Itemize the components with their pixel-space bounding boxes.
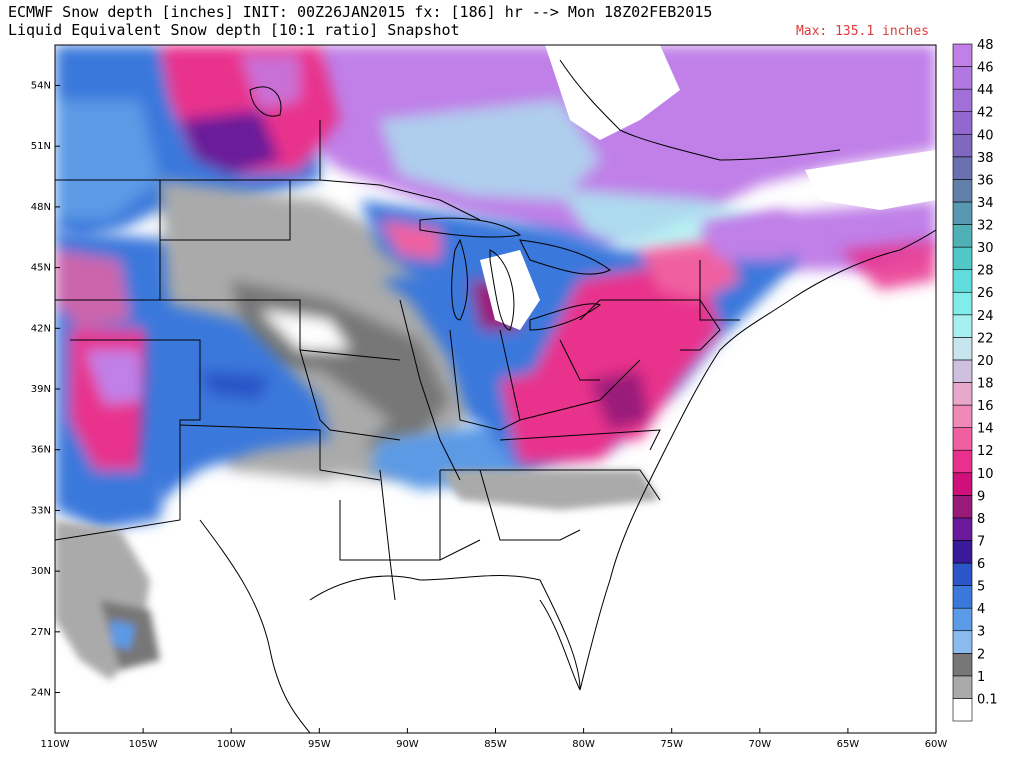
colorbar-swatch [952, 630, 973, 654]
colorbar-level-label: 20 [977, 354, 994, 369]
lat-tick-label: 36N [31, 445, 51, 456]
colorbar-level-label: 7 [977, 534, 985, 549]
colorbar-swatch [952, 607, 973, 632]
colorbar-level-label: 9 [977, 489, 985, 504]
longitude-ticks: 110W 105W 100W 95W 90W 85W 80W 75W 70W 65W 60W [41, 728, 948, 750]
colorbar-level-label: 48 [977, 38, 994, 53]
colorbar-level-label: 30 [977, 241, 994, 256]
lat-tick-label: 24N [31, 688, 51, 699]
colorbar-swatch [952, 43, 973, 67]
colorbar-level-label: 34 [977, 196, 994, 211]
lon-tick-label: 85W [484, 739, 507, 750]
latitude-ticks: 54N 51N 48N 45N 42N 39N 36N 33N 30N 27N 24N [31, 80, 60, 699]
colorbar-level-label: 42 [977, 106, 994, 121]
open-water-areas [480, 45, 936, 330]
lat-tick-label: 48N [31, 202, 51, 213]
lon-tick-label: 75W [660, 739, 683, 750]
colorbar-swatch [952, 156, 973, 180]
lat-tick-label: 27N [31, 627, 51, 638]
colorbar-swatch [952, 66, 973, 90]
colorbar-level-label: 3 [977, 625, 985, 640]
colorbar-swatch [952, 495, 973, 519]
colorbar-swatch [952, 291, 973, 316]
colorbar-level-label: 36 [977, 173, 994, 188]
max-value-label: Max: 135.1 inches [795, 24, 929, 39]
colorbar-swatch [952, 562, 973, 586]
lon-tick-label: 110W [41, 739, 70, 750]
lat-tick-label: 33N [31, 505, 51, 516]
lon-tick-label: 80W [572, 739, 595, 750]
colorbar-swatch [952, 133, 973, 158]
boundary-lines [55, 120, 740, 601]
colorbar-level-label: 28 [977, 264, 994, 279]
colorbar-swatch [952, 201, 973, 225]
colorbar-level-label: 32 [977, 219, 994, 234]
colorbar-level-label: 44 [977, 83, 994, 98]
southwest-shallow-snow-field [55, 470, 660, 680]
lat-tick-label: 30N [31, 566, 51, 577]
colorbar-level-label: 26 [977, 286, 994, 301]
colorbar-level-label: 6 [977, 557, 985, 572]
colorbar-swatch [952, 359, 973, 383]
colorbar-swatch [952, 449, 973, 474]
colorbar-level-label: 2 [977, 647, 985, 662]
colorbar-swatch [952, 337, 973, 361]
colorbar-level-label: 38 [977, 151, 994, 166]
colorbar-swatch [952, 88, 973, 112]
colorbar-level-label: 1 [977, 670, 985, 685]
colorbar-swatch [952, 427, 973, 451]
lon-tick-label: 65W [837, 739, 860, 750]
colorbar-level-label: 12 [977, 444, 994, 459]
lon-tick-label: 105W [129, 739, 158, 750]
lon-tick-label: 100W [217, 739, 246, 750]
colorbar-level-label: 22 [977, 331, 994, 346]
colorbar-swatch [952, 382, 973, 406]
colorbar-level-label: 24 [977, 309, 994, 324]
lat-tick-label: 42N [31, 323, 51, 334]
colorbar-level-label: 46 [977, 61, 994, 76]
colorbar-level-label: 5 [977, 580, 985, 595]
colorbar-swatch [952, 246, 973, 270]
lat-tick-label: 54N [31, 80, 51, 91]
colorbar: 0.11234567891012141618202224262830323436… [952, 38, 998, 722]
chart-subtitle: Liquid Equivalent Snow depth [10:1 ratio… [8, 21, 460, 39]
colorbar-swatch [952, 111, 973, 135]
colorbar-swatch [952, 224, 973, 248]
colorbar-swatch [952, 179, 973, 203]
snow-fields [55, 45, 936, 680]
colorbar-swatch [952, 314, 973, 338]
colorbar-swatch [952, 585, 973, 609]
coastlines [199, 59, 936, 733]
colorbar-swatch [952, 675, 973, 699]
lon-tick-label: 60W [925, 739, 948, 750]
lon-tick-label: 70W [748, 739, 771, 750]
colorbar-swatch [952, 698, 973, 722]
colorbar-level-label: 40 [977, 128, 994, 143]
colorbar-level-label: 8 [977, 512, 985, 527]
colorbar-swatch [952, 540, 973, 564]
lat-tick-label: 45N [31, 263, 51, 274]
colorbar-swatch [952, 472, 973, 496]
lat-tick-label: 39N [31, 384, 51, 395]
lat-tick-label: 51N [31, 141, 51, 152]
colorbar-level-label: 14 [977, 422, 994, 437]
colorbar-level-label: 0.1 [977, 692, 998, 707]
lon-tick-label: 90W [396, 739, 419, 750]
colorbar-swatch [952, 269, 973, 293]
colorbar-level-label: 18 [977, 377, 994, 392]
colorbar-swatch [952, 652, 973, 677]
colorbar-level-label: 10 [977, 467, 994, 482]
colorbar-level-label: 16 [977, 399, 994, 414]
lon-tick-label: 95W [308, 739, 331, 750]
northwest-snow-field [55, 45, 340, 240]
colorbar-level-label: 4 [977, 602, 985, 617]
colorbar-swatch [952, 517, 973, 541]
chart-title: ECMWF Snow depth [inches] INIT: 00Z26JAN… [8, 3, 713, 21]
colorbar-swatch [952, 404, 973, 428]
